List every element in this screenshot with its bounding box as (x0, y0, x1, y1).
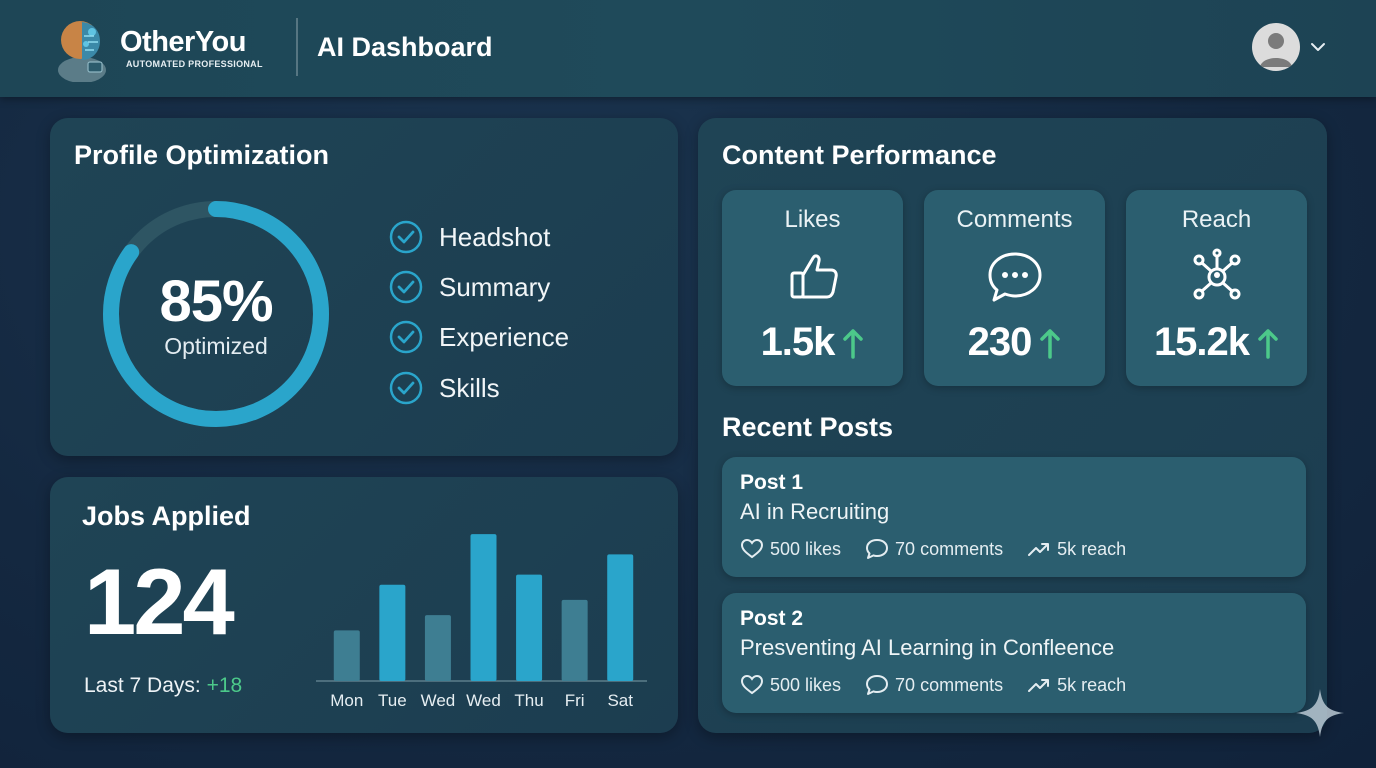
heart-icon (740, 538, 764, 559)
chart-bar (424, 615, 451, 681)
check-circle-icon (389, 270, 423, 304)
heart-icon (740, 674, 764, 695)
robot-person-logo-icon[interactable] (52, 14, 114, 82)
post-likes-count: 500 likes (770, 538, 842, 559)
page-title: AI Dashboard (317, 32, 493, 62)
checklist-label: Skills (439, 372, 500, 403)
profile-optimization-card: Profile Optimization 85% Optimized Heads… (50, 118, 678, 456)
stat-value-row: 15.2k (1126, 320, 1307, 365)
post-metrics: 500 likes 70 comments 5k reach (740, 673, 1150, 697)
chevron-down-icon[interactable] (1309, 40, 1327, 54)
top-header: OtherYou AUTOMATED PROFESSIONAL AI Dashb… (0, 0, 1376, 97)
stat-label: Comments (956, 206, 1073, 233)
trend-up-arrow-icon (1040, 328, 1061, 359)
checklist-item-headshot: Headshot (388, 219, 550, 255)
chart-x-tick-label: Thu (514, 691, 543, 710)
content-performance-card: Content Performance Likes 1.5k Comments … (698, 118, 1327, 733)
brand-tagline: AUTOMATED PROFESSIONAL (126, 59, 263, 69)
checklist-label: Headshot (439, 221, 551, 252)
chart-bar (333, 630, 360, 681)
comment-bubble-icon (988, 252, 1042, 302)
chart-bar (516, 574, 543, 681)
post-card[interactable]: Post 1 AI in Recruiting 500 likes 70 com… (722, 457, 1306, 577)
optimization-progress-fill (103, 201, 329, 427)
jobs-applied-title: Jobs Applied (82, 501, 251, 531)
profile-optimization-title: Profile Optimization (74, 140, 330, 170)
chart-x-tick-label: Wed (466, 691, 501, 710)
jobs-period-label: Last 7 Days: (84, 674, 201, 697)
jobs-applied-card: Jobs Applied 124 Last 7 Days: +18 Mon Tue… (50, 477, 678, 733)
checklist-item-skills: Skills (388, 370, 500, 406)
chart-x-tick-label: Wed (421, 691, 456, 710)
trending-up-icon (1028, 543, 1050, 556)
checklist-item-summary: Summary (388, 269, 550, 305)
jobs-period-delta: +18 (206, 674, 243, 697)
post-likes: 500 likes (740, 673, 841, 697)
trending-up-icon (1028, 679, 1050, 692)
optimization-progress-ring (103, 201, 329, 427)
checklist-label: Experience (439, 321, 570, 352)
comment-icon (866, 675, 889, 695)
chart-x-tick-label: Fri (565, 691, 585, 710)
stat-label: Likes (784, 206, 841, 233)
trend-up-arrow-icon (843, 328, 864, 359)
header-divider (296, 18, 298, 76)
chart-bar (470, 534, 497, 681)
optimization-percent: 85% (159, 269, 273, 334)
comments-stat-tile[interactable]: Comments 230 (924, 190, 1105, 386)
check-circle-icon (389, 371, 423, 405)
check-circle-icon (389, 220, 423, 254)
post-comments: 70 comments (865, 673, 1003, 697)
recent-posts-title: Recent Posts (722, 412, 894, 442)
comment-icon (866, 539, 889, 559)
post-comments-count: 70 comments (895, 674, 1004, 695)
chart-bar (607, 554, 634, 681)
stat-value-row: 230 (924, 320, 1105, 365)
optimization-status: Optimized (164, 333, 268, 359)
stat-value: 230 (967, 320, 1033, 364)
chart-x-tick-label: Sat (607, 691, 633, 710)
checklist-label: Summary (439, 271, 551, 302)
post-reach-count: 5k reach (1057, 538, 1127, 559)
check-circle-icon (389, 320, 423, 354)
post-reach-count: 5k reach (1057, 674, 1127, 695)
jobs-period-summary: Last 7 Days: +18 (84, 674, 242, 698)
chart-x-tick-label: Tue (378, 691, 407, 710)
trend-up-arrow-icon (1258, 328, 1278, 359)
post-metrics: 500 likes 70 comments 5k reach (740, 537, 1150, 561)
post-title: AI in Recruiting (740, 499, 890, 524)
post-comments-count: 70 comments (895, 538, 1004, 559)
sparkle-icon (1296, 689, 1344, 737)
jobs-bar-chart: Mon Tue Wed Wed Thu Fri Sat (316, 534, 647, 710)
post-likes: 500 likes (740, 537, 841, 561)
post-comments: 70 comments (865, 537, 1003, 561)
post-card[interactable]: Post 2 Presventing AI Learning in Confle… (722, 593, 1306, 713)
chart-bar (379, 584, 406, 681)
jobs-applied-total: 124 (84, 549, 235, 654)
content-performance-title: Content Performance (722, 140, 997, 170)
network-icon (1193, 248, 1241, 300)
thumbs-up-icon (790, 254, 838, 299)
stat-value-row: 1.5k (722, 320, 903, 365)
post-title: Presventing AI Learning in Confleence (740, 635, 1115, 660)
likes-stat-tile[interactable]: Likes 1.5k (722, 190, 903, 386)
post-reach: 5k reach (1027, 537, 1126, 561)
stat-value: 1.5k (760, 320, 836, 364)
brand-name: OtherYou (120, 26, 246, 58)
post-name: Post 1 (740, 471, 804, 494)
stat-label: Reach (1181, 206, 1252, 233)
stat-value: 15.2k (1153, 320, 1250, 364)
user-avatar-icon[interactable] (1252, 23, 1300, 71)
checklist-item-experience: Experience (388, 319, 569, 355)
post-likes-count: 500 likes (770, 674, 842, 695)
chart-x-tick-label: Mon (330, 691, 363, 710)
reach-stat-tile[interactable]: Reach 15.2k (1126, 190, 1307, 386)
post-reach: 5k reach (1027, 673, 1126, 697)
chart-bar (561, 599, 588, 681)
post-name: Post 2 (740, 607, 804, 630)
